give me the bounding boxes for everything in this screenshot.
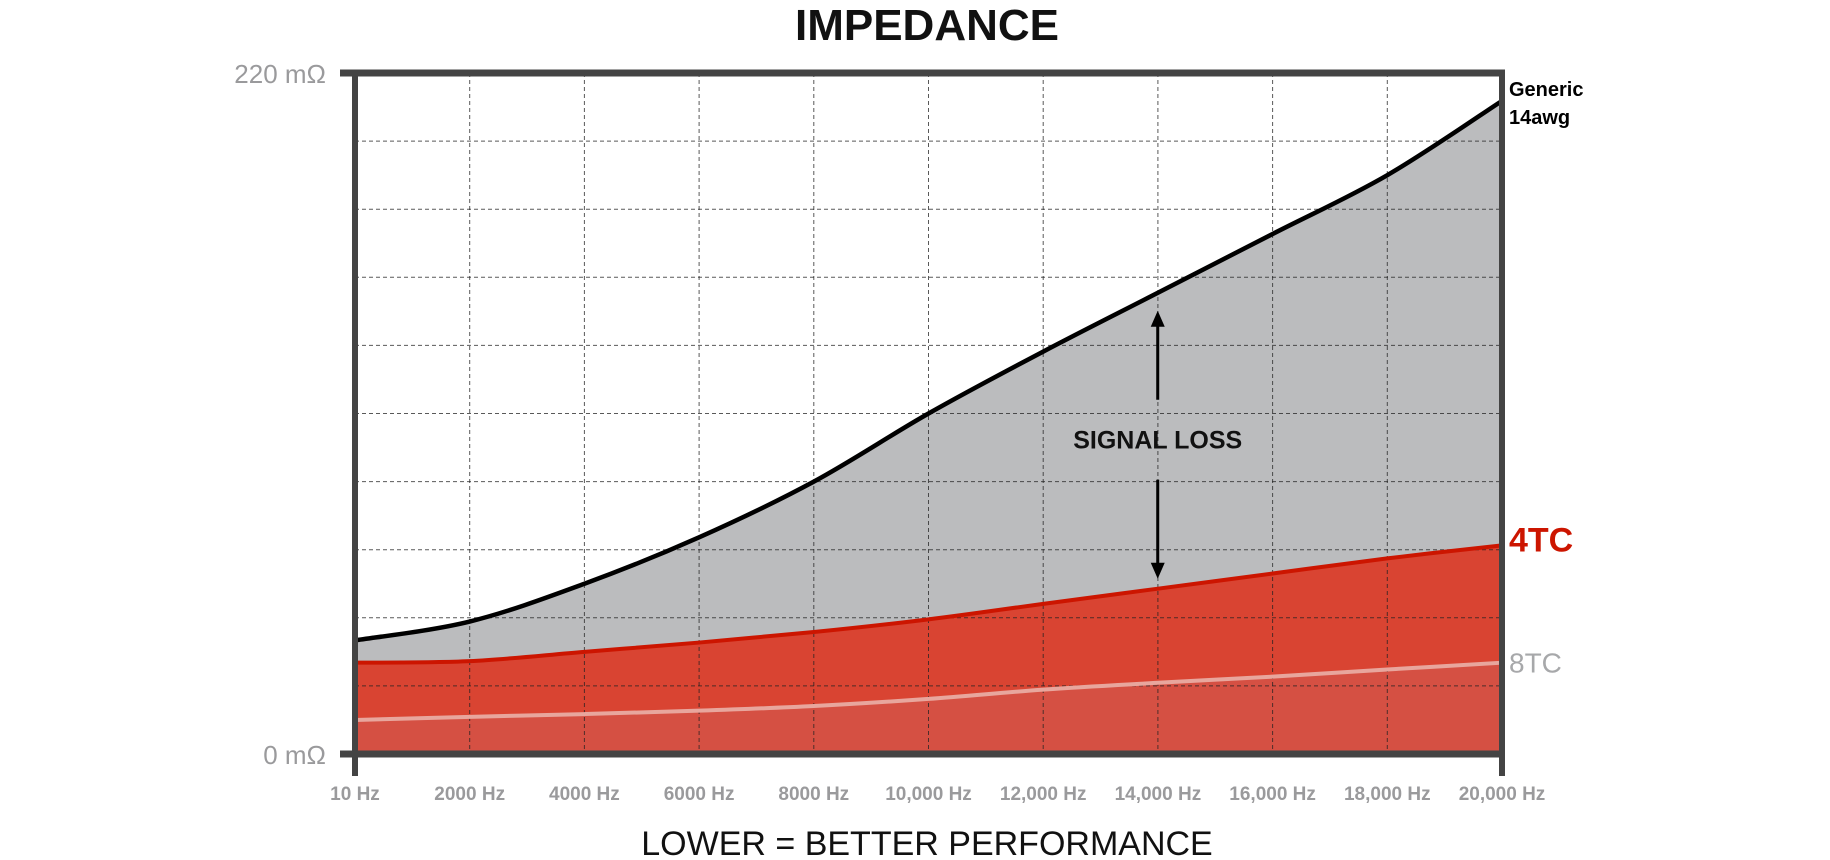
x-tick-label: 20,000 Hz (1459, 784, 1546, 805)
x-tick-label: 10 Hz (330, 784, 380, 805)
plot-area: 0 mΩ 220 mΩ 10 Hz 2000 Hz 4000 Hz 6000 Hz 8000… (234, 59, 1583, 805)
arrow-down-icon (1150, 562, 1165, 579)
x-tick-label: 18,000 Hz (1344, 784, 1431, 805)
x-tick-label: 2000 Hz (434, 784, 505, 805)
arrow-up-icon (1150, 310, 1165, 327)
x-tick-label: 4000 Hz (549, 784, 620, 805)
series-label-4tc: 4TC (1509, 521, 1573, 559)
x-tick-label: 6000 Hz (664, 784, 735, 805)
series-fill-8tc (355, 662, 1502, 754)
signal-loss-label: SIGNAL LOSS (1073, 427, 1242, 455)
x-axis-label: LOWER = BETTER PERFORMANCE (641, 825, 1212, 860)
x-tick-label: 12,000 Hz (1000, 784, 1087, 805)
x-tick-label: 16,000 Hz (1229, 784, 1316, 805)
chart-title: IMPEDANCE (795, 1, 1059, 50)
y-tick-label-220: 220 mΩ (234, 59, 326, 89)
series-label-generic-14awg: Generic (1509, 79, 1583, 101)
series-line-generic-14awg (354, 98, 1504, 643)
x-tick-label: 8000 Hz (778, 784, 849, 805)
x-tick-label: 14,000 Hz (1115, 784, 1202, 805)
series-label-8tc: 8TC (1509, 648, 1562, 679)
x-tick-label: 10,000 Hz (885, 784, 972, 805)
series-label-generic-14awg: 14awg (1509, 107, 1570, 129)
y-tick-label-0: 0 mΩ (263, 740, 326, 770)
